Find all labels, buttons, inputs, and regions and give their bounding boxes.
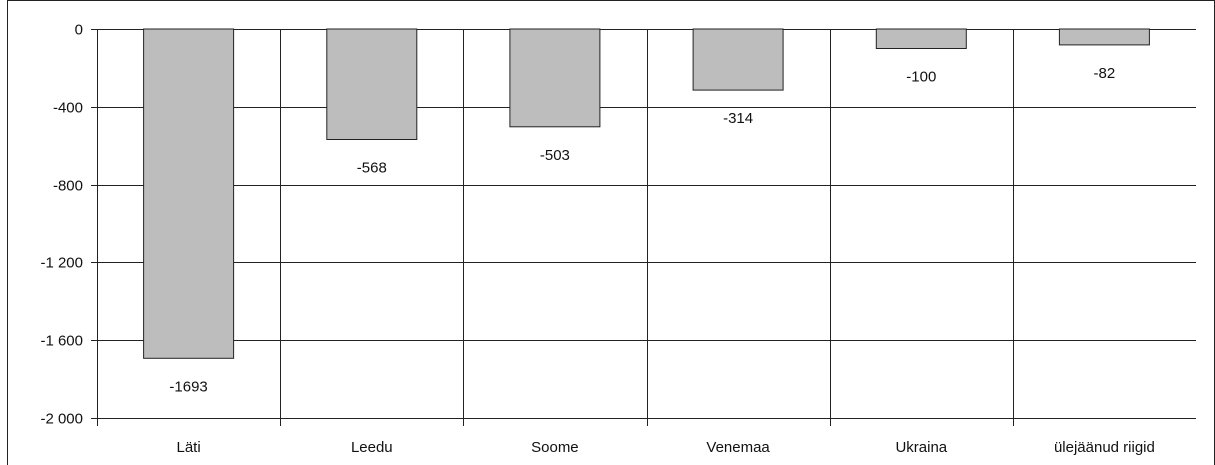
y-tick-label: -1 200 [40, 255, 83, 272]
axes [91, 29, 98, 426]
bar [509, 28, 601, 128]
bar [143, 28, 235, 359]
labels: 0 -400 -800 -1 200 -1 600 -2 000 -1693 Läti -568… [40, 22, 1154, 457]
y-tick-label: -400 [53, 100, 83, 117]
data-label: -1693 [169, 378, 207, 395]
x-category-label: Läti [177, 439, 201, 456]
y-tick-label: -2 000 [40, 411, 83, 428]
x-category-label: Leedu [351, 439, 393, 456]
bars [143, 28, 1150, 359]
x-category-label: ülejäänud riigid [1054, 439, 1155, 456]
bar [875, 28, 967, 49]
bar [692, 28, 784, 91]
data-label: -100 [906, 69, 936, 86]
y-tick-label: 0 [75, 22, 83, 39]
bar [326, 28, 418, 140]
y-tick-label: -1 600 [40, 333, 83, 350]
x-category-label: Ukraina [895, 439, 947, 456]
data-label: -314 [723, 110, 753, 127]
data-label: -568 [357, 160, 387, 177]
data-label: -503 [540, 147, 570, 164]
data-label: -82 [1094, 65, 1116, 82]
y-tick-label: -800 [53, 178, 83, 195]
x-category-label: Soome [531, 439, 579, 456]
bar [1058, 28, 1150, 46]
gridlines [97, 29, 1196, 426]
x-category-label: Venemaa [706, 439, 770, 456]
